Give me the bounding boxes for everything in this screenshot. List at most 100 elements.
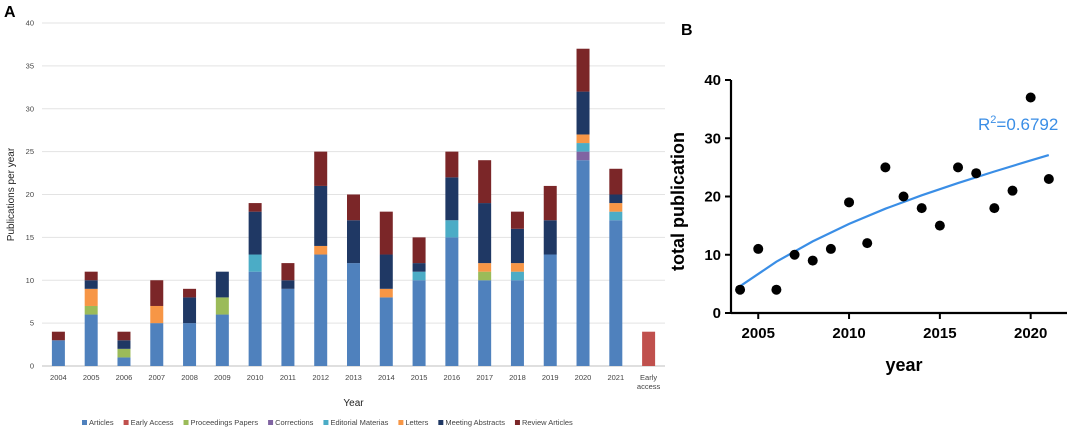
bar-2014-meeting-abstracts	[379, 254, 393, 289]
panel-a-x-tick-label: 2008	[181, 373, 198, 382]
bar-2005-articles	[84, 314, 98, 366]
bar-2013-review-articles	[347, 194, 360, 221]
bar-2010-review-articles	[248, 203, 262, 212]
panel-a-y-tick-label: 40	[26, 19, 34, 28]
panel-b-x-tick-label: 2020	[1014, 325, 1047, 342]
bar-2014-letters	[379, 288, 393, 298]
bar-2021-articles	[609, 220, 623, 366]
bar-2020-letters	[576, 134, 590, 144]
panel-a-x-tick-label: 2014	[378, 373, 395, 382]
legend-label: Early Access	[131, 418, 174, 427]
bar-2009-articles	[215, 314, 229, 366]
bar-2006-review-articles	[117, 331, 131, 341]
panel-a-y-tick-label: 0	[30, 362, 34, 371]
bar-2020-meeting-abstracts	[576, 91, 590, 135]
bar-2011-review-articles	[281, 263, 295, 281]
bar-2017-review-articles	[478, 160, 492, 204]
legend-item-corrections: Corrections	[268, 418, 314, 427]
panel-b-y-tick-label: 0	[713, 305, 721, 322]
panel-a-x-tick-label: Early access	[637, 373, 661, 391]
bar-2015-meeting-abstracts	[412, 263, 426, 272]
panel-b-point-2005	[753, 243, 764, 254]
bar-2018-editorial-materias	[510, 271, 524, 281]
panel-a-x-tick-label: 2021	[607, 373, 624, 382]
bar-2006-proceedings-papers	[117, 348, 131, 358]
panel-b-point-2016	[953, 162, 964, 173]
bar-2004-articles	[51, 340, 65, 366]
bar-2009-meeting-abstracts	[215, 271, 229, 298]
bar-2020-articles	[576, 160, 590, 366]
bar-2021-letters	[609, 203, 623, 212]
panel-a-y-tick-label: 10	[26, 276, 34, 285]
panel-b-x-tick-label: 2010	[832, 325, 865, 342]
panel-a-y-tick-label: 30	[26, 104, 34, 113]
bar-early-access-early-access	[642, 331, 656, 366]
bar-2019-meeting-abstracts	[543, 220, 557, 255]
bar-2018-letters	[510, 263, 524, 272]
panel-b-point-2012	[880, 162, 891, 173]
bar-2019-articles	[543, 254, 557, 366]
panel-a-x-tick-label: 2005	[83, 373, 100, 382]
panel-b-point-2015	[934, 220, 945, 231]
legend-swatch	[82, 420, 87, 425]
bar-2016-articles	[445, 237, 459, 366]
panel-a-x-tick-label: 2019	[542, 373, 559, 382]
panel-b-y-tick-label: 40	[704, 72, 721, 89]
bar-2010-editorial-materias	[248, 254, 262, 272]
bar-2020-review-articles	[576, 48, 590, 92]
panel-a-x-tick-label: 2017	[476, 373, 493, 382]
bar-2013-articles	[347, 263, 360, 366]
panel-b-point-2004	[735, 284, 746, 295]
panel-a-x-tick-label: 2010	[247, 373, 264, 382]
legend-swatch	[438, 420, 444, 425]
panel-b-x-axis-title: year	[885, 355, 922, 375]
panel-a-label: A	[4, 4, 16, 21]
panel-b-point-2010	[844, 197, 855, 208]
panel-a-x-tick-label: 2009	[214, 373, 231, 382]
panel-b-point-2014	[916, 203, 927, 214]
legend-label: Articles	[89, 418, 114, 427]
panel-b-y-tick-label: 20	[704, 189, 721, 206]
bar-2018-articles	[510, 280, 524, 366]
panel-b-point-2011	[862, 238, 873, 249]
bar-2010-meeting-abstracts	[248, 211, 262, 255]
panel-a-y-tick-label: 20	[26, 190, 34, 199]
panel-a-x-tick-label: 2018	[509, 373, 526, 382]
bar-2018-review-articles	[510, 211, 524, 229]
panel-b-r-squared-annotation: R2=0.6792	[978, 114, 1058, 134]
panel-b-scatter-chart: 0 10 20 30 40 2005 2010 2015 2020 total publica…	[668, 72, 1067, 375]
bar-2018-meeting-abstracts	[510, 228, 524, 264]
bar-2015-review-articles	[412, 237, 426, 264]
panel-a-x-tick-label: 2007	[148, 373, 165, 382]
bar-2005-meeting-abstracts	[84, 280, 98, 289]
bar-2017-proceedings-papers	[478, 271, 492, 281]
legend-label: Meeting Abstracts	[445, 418, 505, 427]
bar-2016-meeting-abstracts	[445, 177, 459, 221]
bar-2012-articles	[314, 254, 328, 366]
bar-2021-review-articles	[609, 168, 623, 195]
panel-a-legend: Articles Early Access Proceedings Papers Co…	[82, 418, 573, 427]
bar-2015-articles	[412, 280, 426, 366]
legend-swatch	[323, 420, 329, 425]
bar-2012-review-articles	[314, 151, 328, 186]
legend-swatch	[268, 420, 274, 425]
bar-2010-articles	[248, 271, 262, 366]
panel-a-x-tick-label: 2013	[345, 373, 362, 382]
panel-a-y-tick-label: 35	[26, 61, 34, 70]
bar-2015-editorial-materias	[412, 271, 426, 281]
bar-2020-corrections	[576, 151, 590, 161]
bar-2005-letters	[84, 288, 98, 306]
panel-b-point-2017	[971, 168, 982, 179]
panel-a-x-tick-label: 2012	[312, 373, 329, 382]
legend-label: Editorial Materias	[330, 418, 388, 427]
panel-b-x-tick-label: 2015	[923, 325, 956, 342]
panel-a-x-tick-label: 2020	[575, 373, 592, 382]
panel-b-y-tick-label: 30	[704, 130, 721, 147]
panel-b-point-2006	[771, 284, 782, 295]
panel-a-y-tick-label: 5	[30, 319, 34, 328]
legend-item-letters: Letters	[398, 418, 429, 427]
panel-a-bars	[51, 48, 656, 366]
panel-b-point-2019	[1007, 185, 1018, 196]
